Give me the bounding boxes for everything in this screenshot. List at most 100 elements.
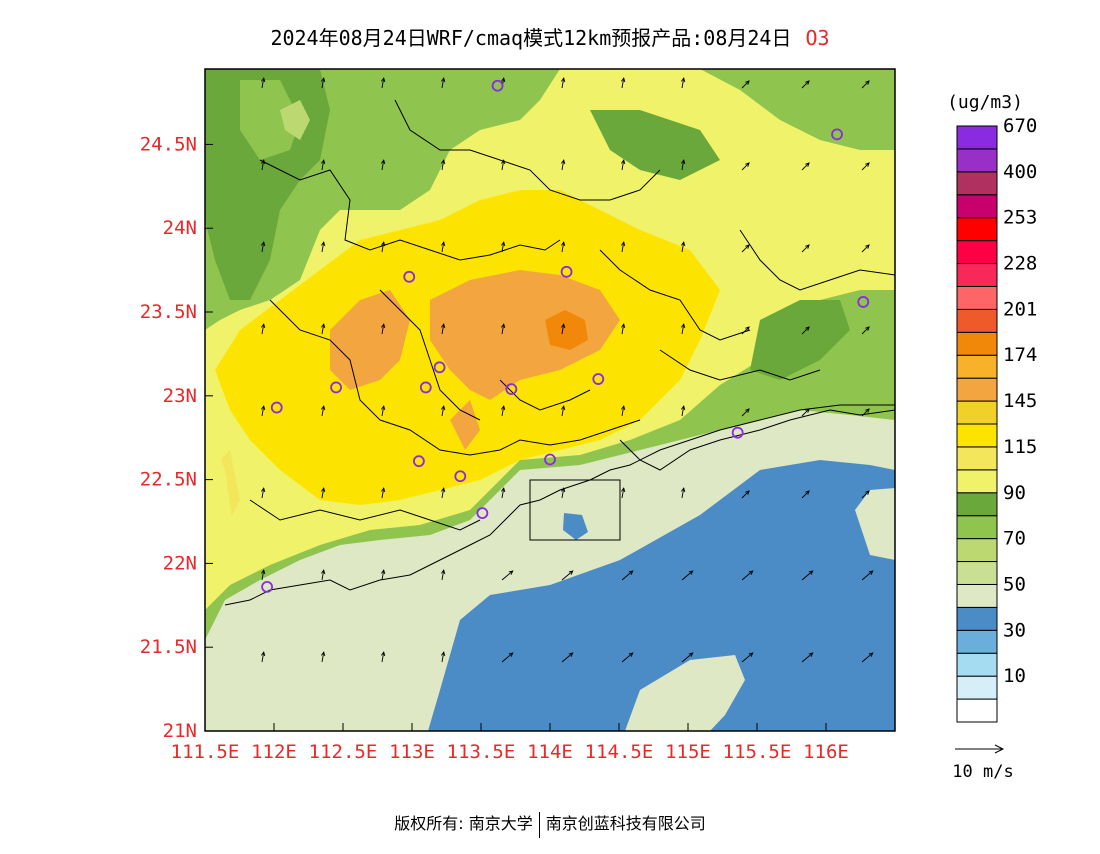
province-boundaries: [224, 99, 895, 606]
wind-arrow: [261, 487, 266, 499]
colorbar-swatch: [956, 354, 998, 379]
colorbar-swatch: [956, 400, 998, 425]
y-axis: 24.5N 24N 23.5N 23N 22.5N 22N 21.5N 21N: [140, 133, 213, 742]
colorbar-swatch: [956, 652, 998, 677]
wind-arrow: [681, 405, 686, 417]
wind-arrow: [561, 487, 566, 499]
station-marker: [544, 453, 556, 466]
colorbar-swatch: [956, 583, 998, 608]
station-marker: [433, 361, 446, 374]
wind-arrow: [261, 651, 266, 663]
colorbar-label: 670: [1003, 115, 1037, 137]
wind-arrow: [561, 323, 566, 335]
colorbar-swatch: [956, 377, 998, 402]
wind-arrow: [321, 487, 326, 499]
wind-arrow: [381, 323, 386, 335]
wind-arrow: [741, 570, 754, 581]
colorbar-swatch: [956, 538, 998, 563]
wind-arrow: [861, 408, 870, 417]
colorbar: 10 30 50 70 90 115 145 174 201 228 253 400 670: [956, 115, 1037, 723]
wind-arrow: [441, 651, 446, 663]
wind-arrow: [501, 487, 506, 499]
wind-arrow: [501, 570, 514, 581]
y-tick-label: 23.5N: [140, 301, 197, 323]
wind-arrow: [561, 570, 574, 581]
x-tick-label: 113.5E: [447, 741, 516, 763]
wind-arrow: [501, 323, 506, 335]
wind-arrow: [861, 490, 870, 499]
wind-arrow: [621, 405, 626, 417]
wind-arrow: [621, 159, 626, 171]
colorbar-swatch: [956, 171, 998, 196]
wind-arrow: [621, 241, 626, 253]
wind-arrow: [621, 487, 626, 499]
station-marker: [491, 79, 504, 92]
y-tick-label: 21N: [163, 720, 197, 742]
station-marker: [261, 580, 274, 593]
wind-arrow: [801, 80, 810, 89]
wind-arrow: [501, 241, 506, 253]
wind-arrow: [861, 162, 870, 171]
station-marker: [330, 381, 343, 394]
colorbar-swatch: [956, 698, 998, 723]
colorbar-label: 228: [1003, 253, 1037, 275]
y-tick-label: 21.5N: [140, 636, 197, 658]
colorbar-label: 10: [1003, 665, 1026, 687]
wind-arrow: [381, 241, 386, 253]
wind-arrow: [561, 77, 566, 89]
wind-arrow: [441, 241, 446, 253]
y-tick-label: 24.5N: [140, 133, 197, 155]
wind-arrow: [561, 405, 566, 417]
x-tick-label: 115.5E: [723, 741, 792, 763]
station-marker: [505, 383, 518, 396]
wind-arrow: [321, 323, 326, 335]
wind-arrow: [261, 159, 266, 171]
colorbar-swatch: [956, 675, 998, 700]
wind-arrow: [741, 652, 754, 663]
wind-arrow: [441, 405, 446, 417]
wind-vectors: [261, 77, 874, 663]
y-tick-label: 24N: [163, 217, 197, 239]
wind-arrow: [321, 241, 326, 253]
wind-arrow: [441, 77, 446, 89]
wind-arrow: [741, 162, 750, 171]
colorbar-swatch: [956, 308, 998, 333]
wind-arrow: [681, 159, 686, 171]
wind-arrow: [681, 77, 686, 89]
colorbar-swatch: [956, 217, 998, 242]
colorbar-swatch: [956, 331, 998, 356]
colorbar-swatch: [956, 148, 998, 173]
wind-arrow: [381, 487, 386, 499]
station-marker: [454, 470, 467, 483]
colorbar-swatch: [956, 125, 998, 150]
colorbar-label: 90: [1003, 482, 1026, 504]
colorbar-swatch: [956, 469, 998, 494]
colorbar-swatch: [956, 446, 998, 471]
wind-arrow: [441, 569, 446, 581]
footer: 版权所有: 南京大学 南京创蓝科技有限公司: [0, 810, 1100, 838]
station-marker: [592, 373, 605, 385]
wind-arrow: [861, 80, 870, 89]
colorbar-swatch: [956, 492, 998, 517]
wind-arrow: [561, 652, 574, 663]
station-marker: [476, 507, 489, 520]
colorbar-label: 115: [1003, 436, 1037, 458]
wind-arrow: [321, 651, 326, 663]
o3-concentration-field: [205, 69, 895, 731]
wind-arrow: [801, 244, 810, 253]
wind-arrow: [741, 80, 750, 89]
wind-arrow: [561, 159, 566, 171]
wind-arrow: [741, 408, 750, 417]
wind-arrow: [261, 77, 266, 89]
wind-arrow: [801, 490, 810, 499]
x-tick-label: 114.5E: [585, 741, 654, 763]
wind-arrow: [801, 162, 810, 171]
wind-arrow: [501, 405, 506, 417]
wind-arrow: [681, 570, 694, 581]
station-marker: [560, 265, 573, 278]
footer-right: 南京创蓝科技有限公司: [545, 814, 706, 833]
x-tick-label: 116E: [803, 741, 849, 763]
wind-reference: 10 m/s: [952, 744, 1014, 782]
wind-arrow: [441, 159, 446, 171]
